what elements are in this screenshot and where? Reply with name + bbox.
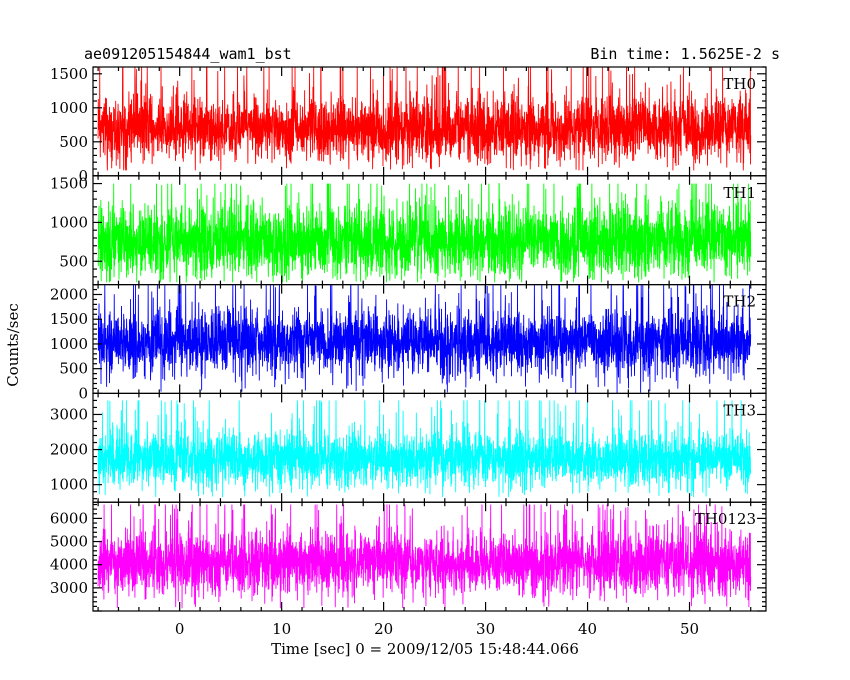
y-tick-label: 500	[59, 252, 88, 270]
y-tick-label: 500	[59, 133, 88, 151]
panel-th1: 500 1000 1500 TH1	[50, 175, 767, 286]
y-tick-label: 1000	[50, 99, 88, 117]
y-tick-label: 3000	[50, 579, 88, 597]
panel-name-label: TH0	[723, 75, 756, 93]
x-tick-label: 30	[476, 620, 495, 638]
panel-name-label: TH3	[723, 401, 756, 419]
x-tick-label: 40	[578, 620, 597, 638]
x-axis-label: Time [sec] 0 = 2009/12/05 15:48:44.066	[271, 640, 579, 658]
x-tick-label: 50	[680, 620, 699, 638]
series-line-th0123	[97, 504, 752, 609]
y-tick-label: 6000	[50, 509, 88, 527]
series-line-th3	[97, 399, 752, 497]
panel-th2: 0 500 1000 1500 2000 TH2	[50, 284, 767, 402]
series-line-th1	[97, 183, 752, 283]
x-tick-label: 10	[272, 620, 291, 638]
y-tick-label: 5000	[50, 533, 88, 551]
y-tick-label: 1500	[50, 65, 88, 83]
y-tick-label: 2000	[50, 285, 88, 303]
y-tick-label: 1000	[50, 476, 88, 494]
y-tick-label: 4000	[50, 556, 88, 574]
panel-th0123: 3000 4000 5000 6000 TH0123	[50, 501, 767, 612]
panel-name-label: TH1	[723, 184, 756, 202]
chart-title-right: Bin time: 1.5625E-2 s	[590, 45, 780, 63]
y-tick-label: 1000	[50, 335, 88, 353]
y-tick-label: 1500	[50, 175, 88, 193]
series-line-th2	[97, 284, 752, 394]
panel-th3: 1000 2000 3000 TH3	[50, 392, 767, 503]
y-tick-label: 2000	[50, 441, 88, 459]
series-line-th0	[97, 67, 752, 171]
y-tick-label: 0	[78, 384, 88, 402]
y-tick-label: 0	[78, 167, 88, 185]
y-axis-label: Counts/sec	[4, 303, 22, 387]
x-tick-label: 0	[175, 620, 185, 638]
y-tick-label: 500	[59, 360, 88, 378]
panel-name-label: TH2	[723, 293, 756, 311]
x-tick-label: 20	[374, 620, 393, 638]
chart-title-left: ae091205154844_wam1_bst	[84, 45, 292, 63]
y-tick-label: 1000	[50, 213, 88, 231]
panel-name-label: TH0123	[695, 510, 756, 528]
panel-frame	[92, 501, 767, 612]
y-tick-label: 3000	[50, 405, 88, 423]
panels-group: 050010001500TH050010001500TH105001000150…	[50, 65, 767, 638]
y-tick-label: 1500	[50, 310, 88, 328]
panel-th0: 0 500 1000 1500 TH0	[50, 65, 767, 185]
